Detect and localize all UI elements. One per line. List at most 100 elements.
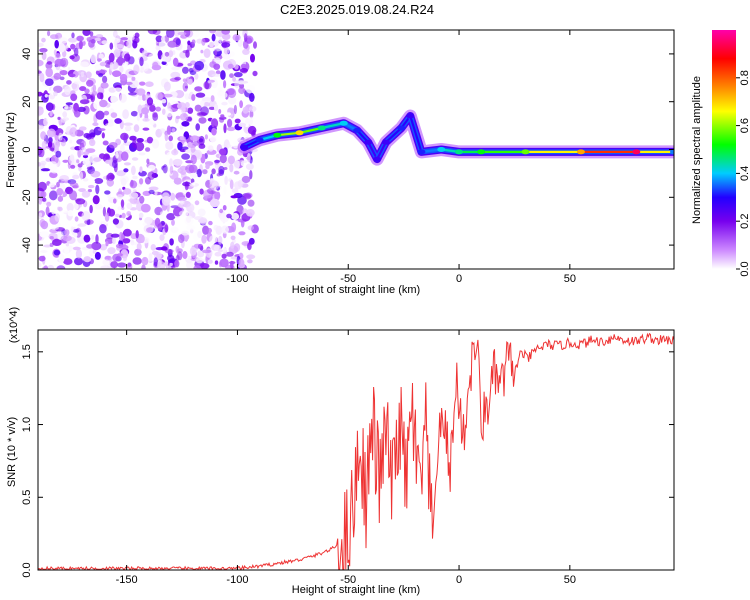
noise-blob — [167, 265, 172, 269]
noise-blob — [40, 160, 47, 166]
noise-blob — [102, 75, 108, 83]
noise-blob — [123, 168, 129, 173]
noise-blob — [57, 195, 64, 202]
noise-blob — [66, 202, 74, 212]
noise-blob — [74, 47, 79, 57]
noise-blob — [86, 166, 93, 170]
noise-blob — [86, 244, 94, 249]
noise-blob — [238, 160, 248, 164]
noise-blob — [114, 38, 118, 49]
noise-blob — [177, 167, 184, 174]
ridge-point — [373, 156, 382, 162]
noise-blob — [104, 212, 110, 222]
noise-blob — [202, 169, 208, 175]
noise-blob — [136, 112, 141, 122]
noise-blob — [191, 30, 200, 38]
noise-blob — [139, 81, 146, 86]
noise-blob — [164, 51, 170, 57]
colorbar-tick-label: 0.0 — [739, 261, 750, 276]
noise-blob — [89, 248, 94, 257]
noise-blob — [138, 212, 144, 219]
noise-blob — [48, 182, 55, 188]
noise-blob — [181, 121, 190, 127]
noise-blob — [196, 111, 207, 117]
noise-blob — [230, 260, 234, 269]
noise-blob — [115, 151, 119, 159]
noise-blob — [221, 42, 231, 48]
noise-blob — [222, 247, 227, 253]
colorbar-label: Normalized spectral amplitude — [691, 76, 703, 224]
noise-blob — [99, 224, 107, 234]
noise-blob — [69, 55, 75, 60]
noise-blob — [236, 204, 244, 215]
noise-blob — [233, 243, 241, 252]
noise-blob — [39, 231, 50, 238]
noise-blob — [105, 123, 115, 127]
noise-blob — [139, 195, 145, 204]
noise-blob — [49, 190, 58, 201]
noise-blob — [183, 30, 191, 37]
noise-blob — [238, 231, 246, 236]
noise-blob — [94, 251, 101, 260]
noise-blob — [194, 60, 205, 71]
x-tick-label: 50 — [564, 574, 576, 586]
noise-blob — [202, 97, 212, 102]
noise-blob — [246, 152, 251, 163]
noise-blob — [120, 132, 129, 141]
noise-blob — [113, 49, 121, 58]
noise-blob — [207, 80, 211, 84]
snr-panel: -150 -100 -50 0 50 0.0 0.5 1.0 1.5 Height of st… — [6, 307, 675, 596]
noise-blob — [229, 163, 234, 173]
noise-blob — [217, 91, 228, 99]
noise-blob — [132, 257, 142, 265]
noise-blob — [68, 73, 76, 78]
noise-blob — [38, 59, 44, 67]
noise-blob — [119, 93, 127, 103]
noise-blob — [54, 53, 61, 59]
noise-blob — [62, 111, 68, 118]
noise-blob — [237, 38, 243, 47]
noise-blob — [38, 198, 42, 205]
noise-blob — [104, 159, 112, 164]
noise-blob — [175, 115, 181, 120]
noise-blob — [219, 148, 227, 156]
noise-blob — [103, 110, 110, 116]
noise-blob — [40, 131, 47, 140]
noise-blob — [99, 62, 107, 67]
noise-blob — [91, 90, 98, 96]
noise-blob — [244, 133, 252, 137]
noise-blob — [217, 249, 223, 253]
noise-blob — [181, 230, 190, 236]
noise-blob — [141, 107, 150, 115]
noise-blob — [171, 219, 175, 226]
noise-blob — [124, 53, 131, 62]
noise-blob — [174, 30, 180, 37]
noise-blob — [119, 231, 123, 242]
noise-blob — [115, 44, 125, 49]
noise-blob — [87, 179, 96, 184]
noise-blob — [170, 226, 179, 233]
x-tick-label: 0 — [456, 574, 462, 586]
noise-blob — [141, 256, 149, 266]
noise-blob — [149, 105, 156, 112]
noise-blob — [159, 128, 166, 134]
noise-blob — [73, 80, 81, 85]
noise-blob — [111, 70, 122, 77]
noise-blob — [164, 248, 174, 254]
noise-blob — [192, 182, 196, 186]
noise-blob — [109, 174, 115, 180]
noise-blob — [80, 150, 84, 156]
noise-blob — [77, 106, 86, 112]
noise-blob — [38, 142, 42, 147]
noise-blob — [112, 30, 118, 38]
noise-blob — [100, 82, 109, 89]
noise-blob — [38, 91, 43, 97]
noise-blob — [78, 188, 86, 193]
noise-blob — [172, 158, 183, 166]
noise-blob — [122, 254, 128, 262]
y-tick-label: 0.5 — [21, 490, 33, 505]
noise-blob — [221, 101, 228, 106]
noise-blob — [247, 242, 252, 251]
noise-blob — [179, 113, 189, 121]
noise-blob — [64, 229, 70, 236]
